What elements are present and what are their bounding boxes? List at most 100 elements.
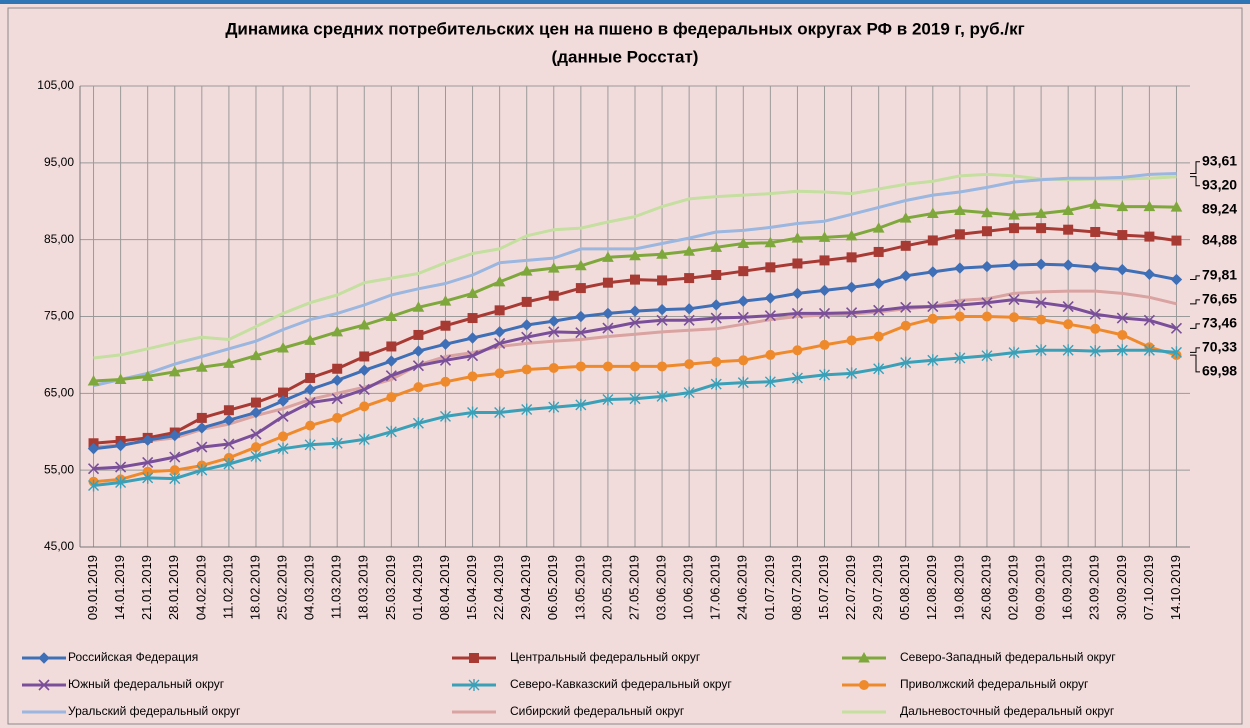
- marker: [927, 235, 938, 246]
- marker: [981, 297, 993, 309]
- marker: [1089, 345, 1101, 358]
- x-tick-label: 04.02.2019: [193, 555, 208, 620]
- marker: [927, 266, 939, 278]
- marker: [684, 359, 695, 370]
- y-tick-label: 105,00: [37, 78, 74, 92]
- marker: [304, 334, 316, 345]
- marker: [548, 290, 559, 301]
- marker: [38, 679, 50, 691]
- marker: [115, 461, 127, 473]
- marker: [385, 310, 398, 321]
- marker: [1036, 314, 1047, 325]
- legend-label: Сибирский федеральный округ: [510, 704, 685, 718]
- legend-label: Южный федеральный округ: [68, 677, 225, 691]
- marker: [575, 310, 587, 323]
- marker: [791, 371, 803, 384]
- marker: [1009, 312, 1020, 323]
- marker: [278, 431, 289, 442]
- value-label: 93,20: [1202, 176, 1237, 192]
- marker: [575, 327, 587, 339]
- x-tick-label: 09.01.2019: [85, 555, 100, 620]
- marker: [494, 305, 505, 316]
- marker: [142, 456, 154, 469]
- marker: [412, 417, 424, 430]
- marker: [575, 283, 586, 294]
- marker: [1117, 329, 1128, 340]
- marker: [1143, 268, 1156, 280]
- marker: [846, 252, 857, 263]
- marker: [250, 450, 262, 463]
- marker: [1035, 297, 1047, 309]
- marker: [412, 301, 425, 312]
- legend-item: Северо-Западный федеральный округ: [842, 650, 1116, 664]
- marker: [656, 314, 668, 326]
- marker: [277, 341, 289, 353]
- marker: [277, 410, 289, 422]
- marker: [250, 397, 261, 408]
- marker: [196, 412, 207, 423]
- legend-item: Южный федеральный округ: [22, 677, 225, 691]
- marker: [88, 479, 100, 492]
- marker: [981, 349, 993, 362]
- marker: [873, 304, 885, 316]
- marker: [602, 251, 614, 262]
- marker: [547, 262, 560, 273]
- legend-label: Северо-Кавказский федеральный округ: [510, 677, 732, 691]
- leader-line: [1190, 323, 1200, 329]
- marker: [819, 255, 830, 266]
- x-tick-label: 01.04.2019: [410, 555, 425, 620]
- x-tick-label: 22.07.2019: [843, 555, 858, 620]
- marker: [656, 390, 668, 403]
- marker: [439, 354, 452, 366]
- marker: [765, 262, 776, 273]
- x-tick-label: 18.03.2019: [356, 555, 371, 620]
- marker: [548, 401, 560, 414]
- marker: [1116, 200, 1129, 212]
- marker: [114, 439, 127, 452]
- x-tick-label: 19.08.2019: [951, 555, 966, 620]
- marker: [656, 303, 668, 316]
- marker: [738, 266, 749, 277]
- x-tick-label: 08.04.2019: [437, 555, 452, 620]
- x-tick-label: 15.04.2019: [464, 555, 479, 620]
- frame: [7, 7, 1243, 725]
- marker: [494, 406, 506, 419]
- marker: [818, 231, 831, 242]
- marker: [1117, 230, 1128, 241]
- marker: [818, 307, 831, 319]
- marker: [520, 265, 533, 276]
- leader-line: [1190, 347, 1200, 353]
- marker: [114, 373, 127, 385]
- marker: [250, 442, 261, 453]
- marker: [358, 364, 370, 376]
- marker: [629, 305, 641, 317]
- marker: [683, 245, 695, 256]
- marker: [467, 371, 478, 382]
- legend-item: Российская Федерация: [22, 650, 198, 664]
- leader-line: [1190, 275, 1200, 281]
- marker: [494, 337, 506, 349]
- value-label: 84,88: [1202, 231, 1237, 247]
- legend-label: Дальневосточный федеральный округ: [900, 704, 1115, 718]
- marker: [1035, 207, 1047, 219]
- y-tick-label: 55,00: [44, 462, 74, 476]
- marker: [657, 361, 668, 372]
- marker: [954, 351, 966, 364]
- marker: [819, 339, 830, 350]
- leader-line: [1190, 299, 1200, 305]
- legend-item: Приволжский федеральный округ: [842, 677, 1089, 691]
- value-label: 79,81: [1202, 267, 1237, 283]
- y-tick-label: 75,00: [44, 309, 74, 323]
- marker: [981, 206, 993, 218]
- marker: [87, 463, 100, 475]
- marker: [466, 332, 479, 344]
- marker: [927, 300, 939, 313]
- marker: [304, 396, 316, 409]
- marker: [818, 284, 831, 297]
- marker: [602, 393, 614, 406]
- marker: [846, 367, 858, 380]
- marker: [737, 295, 750, 307]
- marker: [196, 441, 208, 453]
- marker: [954, 262, 966, 274]
- marker: [87, 375, 100, 386]
